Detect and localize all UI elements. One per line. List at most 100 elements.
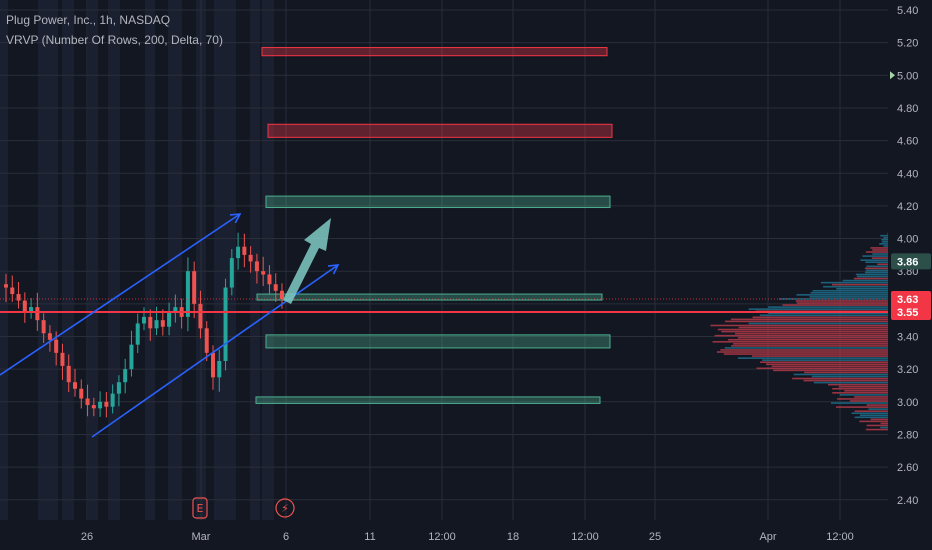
profile-row	[811, 375, 888, 378]
price-tick-label: 2.80	[897, 429, 918, 441]
demand-zone[interactable]	[256, 293, 603, 301]
profile-row	[870, 247, 888, 249]
price-label-last[interactable]	[891, 290, 931, 307]
profile-row	[860, 259, 888, 261]
supply-zone[interactable]	[261, 47, 608, 57]
profile-row	[714, 334, 888, 337]
price-label-line[interactable]	[891, 304, 931, 321]
profile-row	[859, 420, 888, 423]
time-tick-label: Mar	[192, 531, 211, 543]
demand-zone[interactable]	[255, 396, 601, 404]
candle-body	[192, 271, 197, 304]
profile-row	[842, 279, 888, 282]
profile-row	[759, 361, 888, 364]
candle-body	[22, 300, 27, 313]
profile-row	[823, 285, 888, 288]
event-markers[interactable]: E ⚡	[192, 497, 295, 519]
candle-body	[173, 307, 178, 313]
price-label-text: 3.63	[897, 294, 918, 306]
candle-body	[254, 261, 259, 272]
profile-row	[803, 379, 888, 382]
profile-row	[883, 236, 888, 239]
session-band	[214, 0, 222, 520]
session-band	[262, 0, 274, 520]
session-band	[0, 0, 8, 520]
profile-row	[844, 389, 888, 392]
profile-row	[804, 371, 888, 374]
profile-row	[796, 294, 888, 296]
candle-body	[198, 303, 203, 329]
price-tick-label: 5.40	[897, 5, 918, 17]
profile-row	[827, 383, 888, 386]
profile-row	[854, 416, 888, 419]
profile-row	[723, 353, 888, 355]
profile-row	[880, 422, 888, 425]
candle-body	[110, 393, 115, 407]
profile-row	[748, 322, 888, 325]
supply-zone[interactable]	[267, 123, 613, 138]
price-tick-label: 3.20	[897, 364, 918, 376]
zones[interactable]	[255, 47, 613, 404]
profile-row	[820, 281, 888, 284]
price-tick-label: 3.40	[897, 332, 918, 344]
session-band	[250, 0, 260, 520]
channel-lower-line[interactable]	[91, 264, 339, 438]
indicator-title[interactable]: VRVP (Number Of Rows, 200, Delta, 70)	[6, 33, 223, 47]
alert-marker[interactable]	[890, 71, 895, 80]
price-axis[interactable]: 5.405.205.004.804.604.404.204.003.803.60…	[890, 5, 931, 507]
price-label-high[interactable]	[891, 253, 931, 270]
session-band	[108, 0, 120, 520]
time-axis[interactable]: 26 Mar 6 11 12:00 18 12:00 25 Apr 12:00	[0, 520, 932, 550]
profile-row	[751, 355, 888, 357]
symbol-title[interactable]: Plug Power, Inc., 1h, NASDAQ	[6, 13, 171, 27]
trendlines[interactable]	[0, 213, 888, 438]
price-tick-label: 4.60	[897, 136, 918, 148]
candle-body	[91, 405, 96, 409]
profile-row	[865, 251, 888, 253]
demand-zone[interactable]	[265, 334, 611, 349]
event-label: E	[197, 502, 204, 515]
session-band	[88, 0, 98, 520]
profile-row	[813, 381, 888, 384]
candle-body	[79, 388, 84, 399]
profile-row	[864, 267, 888, 270]
profile-row	[730, 318, 888, 321]
time-tick-label: 18	[507, 531, 519, 543]
price-tick-label: 4.20	[897, 201, 918, 213]
profile-row	[809, 296, 888, 298]
price-tick-label: 2.60	[897, 462, 918, 474]
price-label-text: 3.86	[897, 256, 918, 268]
candle-body	[167, 312, 172, 327]
profile-row	[731, 345, 888, 347]
candle-body	[160, 320, 165, 327]
profile-row	[796, 302, 888, 304]
earnings-marker[interactable]	[192, 497, 208, 519]
candle-body	[104, 401, 109, 407]
channel-upper-line[interactable]	[0, 213, 241, 376]
demand-zone[interactable]	[265, 195, 611, 209]
time-tick-label: 6	[283, 531, 289, 543]
candle-body	[229, 258, 234, 288]
profile-row	[795, 300, 888, 302]
split-marker[interactable]	[275, 498, 295, 518]
projection-arrow[interactable]	[283, 218, 331, 304]
profile-row	[737, 357, 888, 359]
candle-body	[248, 254, 253, 262]
candle-body	[73, 382, 77, 389]
time-axis-bg	[0, 520, 932, 550]
profile-row	[752, 316, 888, 319]
candles	[4, 232, 284, 418]
time-tick-label: 25	[649, 531, 661, 543]
time-tick-label: 12:00	[428, 531, 456, 543]
profile-row	[710, 324, 888, 327]
candle-body	[185, 271, 190, 317]
profile-row	[756, 367, 888, 370]
profile-row	[836, 287, 888, 290]
profile-row	[859, 414, 888, 417]
price-tick-label: 3.00	[897, 397, 918, 409]
candle-body	[29, 307, 34, 313]
profile-row	[866, 265, 888, 268]
